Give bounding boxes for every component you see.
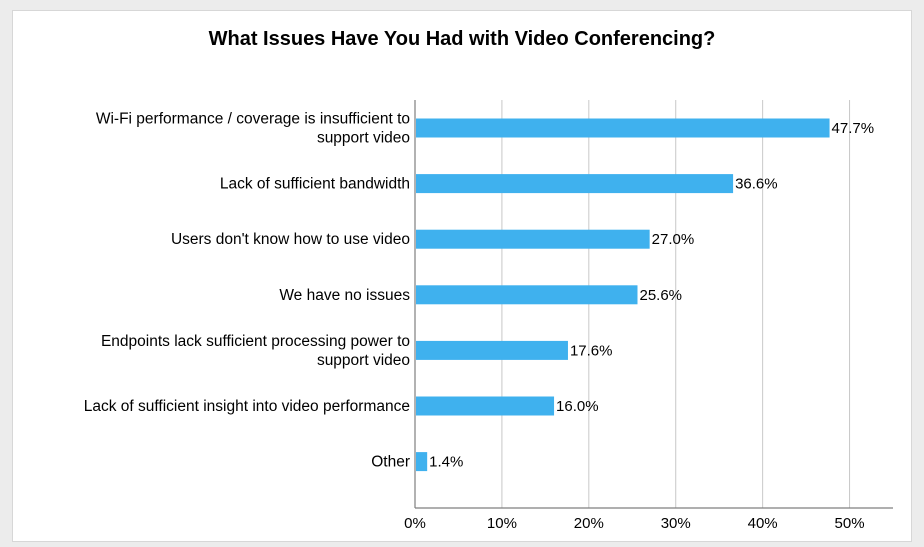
category-label: Wi-Fi performance / coverage is insuffic… (96, 111, 410, 128)
data-label: 36.6% (735, 176, 778, 193)
x-tick-label: 0% (404, 515, 426, 532)
data-label: 17.6% (570, 342, 613, 359)
bar (416, 174, 734, 194)
category-label: Users don't know how to use video (171, 231, 410, 248)
data-label: 16.0% (556, 398, 599, 415)
x-tick-label: 50% (835, 515, 865, 532)
bar (416, 118, 830, 138)
x-tick-label: 20% (574, 515, 604, 532)
category-label: Endpoints lack sufficient processing pow… (101, 333, 410, 350)
x-tick-label: 10% (487, 515, 517, 532)
data-label: 47.7% (832, 120, 875, 137)
chart-card (12, 10, 912, 542)
category-label: Lack of sufficient bandwidth (220, 176, 410, 193)
data-label: 25.6% (639, 287, 682, 304)
category-label: Lack of sufficient insight into video pe… (84, 398, 410, 415)
category-label: We have no issues (279, 287, 410, 304)
bar (416, 396, 555, 416)
category-label: support video (317, 130, 410, 147)
x-tick-label: 30% (661, 515, 691, 532)
axes (414, 100, 893, 509)
bar (416, 285, 638, 305)
bar (416, 229, 650, 249)
chart-title: What Issues Have You Had with Video Conf… (208, 28, 716, 50)
category-label: Other (371, 454, 410, 471)
data-label: 27.0% (652, 231, 695, 248)
labels: 0% 10% 20% 30% 40% 50% 47.7% Wi-Fi performance … (84, 111, 874, 533)
bar (416, 452, 428, 472)
x-tick-label: 40% (748, 515, 778, 532)
bar (416, 340, 568, 360)
data-label: 1.4% (429, 454, 463, 471)
category-label: support video (317, 352, 410, 369)
bars (416, 118, 830, 472)
